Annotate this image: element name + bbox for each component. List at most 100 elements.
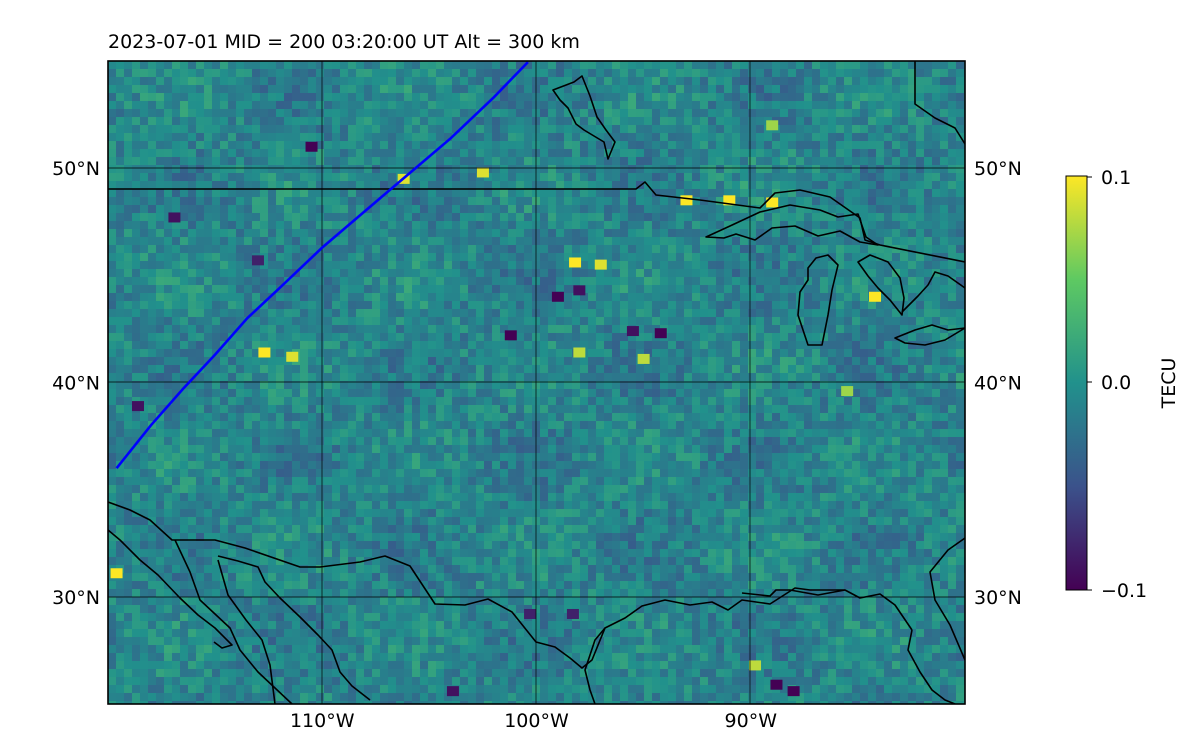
heatmap-cell <box>172 365 180 373</box>
heatmap-cell <box>580 301 588 309</box>
heatmap-cell <box>924 365 932 373</box>
heatmap-cell <box>596 293 604 301</box>
heatmap-cell <box>692 181 700 189</box>
heatmap-cell <box>740 285 748 293</box>
heatmap-cell <box>116 205 124 213</box>
heatmap-cell <box>516 397 524 405</box>
heatmap-cell <box>908 309 916 317</box>
heatmap-cell <box>132 101 140 109</box>
heatmap-cell <box>724 109 732 117</box>
heatmap-cell <box>652 373 660 381</box>
heatmap-cell <box>540 397 548 405</box>
heatmap-cell <box>628 141 636 149</box>
heatmap-cell <box>676 357 684 365</box>
heatmap-cell <box>276 269 284 277</box>
heatmap-cell <box>932 245 940 253</box>
heatmap-cell <box>700 253 708 261</box>
heatmap-cell <box>292 189 300 197</box>
heatmap-cell <box>308 381 316 389</box>
heatmap-cell <box>332 317 340 325</box>
heatmap-cell <box>276 109 284 117</box>
heatmap-cell <box>652 117 660 125</box>
heatmap-cell <box>684 405 692 413</box>
heatmap-cell <box>732 341 740 349</box>
heatmap-cell <box>900 109 908 117</box>
heatmap-cell <box>684 357 692 365</box>
heatmap-cell <box>916 317 924 325</box>
heatmap-cell <box>508 277 516 285</box>
heatmap-cell <box>476 197 484 205</box>
heatmap-cell <box>324 109 332 117</box>
heatmap-cell <box>900 373 908 381</box>
heatmap-cell <box>452 61 460 69</box>
heatmap-cell <box>388 205 396 213</box>
heatmap-cell <box>740 301 748 309</box>
heatmap-cell <box>844 85 852 93</box>
heatmap-cell <box>780 397 788 405</box>
heatmap-cell <box>956 245 964 253</box>
heatmap-cell <box>828 69 836 77</box>
heatmap-cell <box>860 397 868 405</box>
heatmap-cell <box>748 173 756 181</box>
heatmap-cell <box>668 181 676 189</box>
heatmap-cell <box>580 325 588 333</box>
heatmap-cell <box>956 157 964 165</box>
heatmap-cell <box>540 181 548 189</box>
heatmap-cell <box>868 317 876 325</box>
heatmap-cell <box>292 117 300 125</box>
heatmap-cell <box>108 117 116 125</box>
heatmap-cell <box>764 349 772 357</box>
heatmap-cell <box>196 69 204 77</box>
heatmap-cell <box>172 125 180 133</box>
heatmap-cell <box>116 85 124 93</box>
heatmap-cell <box>172 341 180 349</box>
heatmap-cell <box>284 101 292 109</box>
heatmap-cell <box>556 341 564 349</box>
heatmap-cell <box>812 133 820 141</box>
heatmap-cell <box>604 205 612 213</box>
heatmap-cell <box>140 269 148 277</box>
heatmap-cell <box>604 397 612 405</box>
heatmap-cell <box>156 173 164 181</box>
heatmap-cell <box>492 173 500 181</box>
heatmap-cell <box>884 61 892 69</box>
heatmap-cell <box>460 245 468 253</box>
heatmap-cell <box>948 221 956 229</box>
heatmap-cell <box>276 309 284 317</box>
heatmap-cell <box>788 277 796 285</box>
heatmap-cell <box>788 341 796 349</box>
heatmap-cell <box>676 93 684 101</box>
heatmap-cell <box>340 293 348 301</box>
heatmap-cell <box>180 413 188 421</box>
heatmap-cell <box>428 101 436 109</box>
heatmap-cell <box>260 301 268 309</box>
heatmap-cell <box>124 277 132 285</box>
heatmap-cell <box>892 277 900 285</box>
heatmap-cell <box>276 213 284 221</box>
heatmap-cell <box>460 157 468 165</box>
heatmap-cell <box>660 365 668 373</box>
heatmap-cell <box>220 69 228 77</box>
heatmap-cell <box>228 117 236 125</box>
heatmap-cell <box>804 325 812 333</box>
heatmap-cell <box>940 109 948 117</box>
heatmap-cell <box>436 421 444 429</box>
heatmap-cell <box>492 397 500 405</box>
heatmap-cell <box>276 229 284 237</box>
heatmap-cell <box>372 389 380 397</box>
heatmap-cell <box>724 61 732 69</box>
heatmap-cell <box>716 357 724 365</box>
heatmap-cell <box>892 197 900 205</box>
heatmap-cell <box>932 85 940 93</box>
heatmap-cell <box>796 205 804 213</box>
heatmap-cell <box>876 85 884 93</box>
heatmap-cell <box>900 93 908 101</box>
heatmap-cell <box>812 405 820 413</box>
heatmap-cell <box>516 285 524 293</box>
heatmap-cell <box>404 341 412 349</box>
heatmap-cell <box>124 165 132 173</box>
heatmap-cell <box>660 117 668 125</box>
heatmap-cell <box>228 157 236 165</box>
heatmap-cell <box>556 229 564 237</box>
heatmap-cell <box>628 117 636 125</box>
